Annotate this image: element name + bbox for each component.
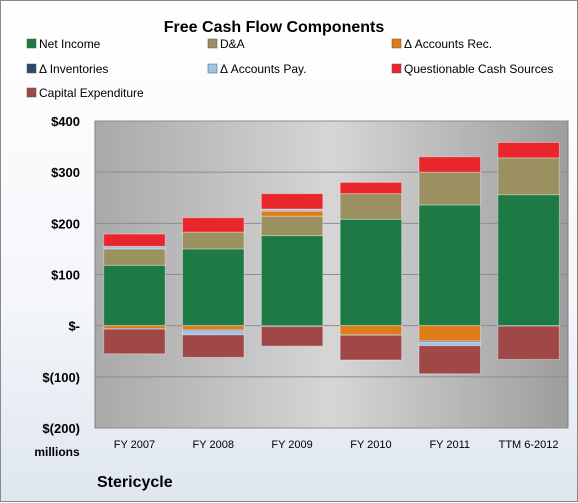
bar-segment-accounts-pay: [418, 341, 481, 347]
bar-segment-capital-expenditure: [339, 334, 403, 361]
legend-label: Questionable Cash Sources: [404, 62, 553, 76]
bars: [103, 141, 560, 375]
legend-swatch: [26, 38, 37, 49]
bar-segment-capital-expenditure: [497, 325, 560, 360]
y-tick-label: $400: [51, 114, 80, 129]
bar-segment-d-a: [418, 171, 481, 206]
bar-segment-net-income: [418, 204, 481, 327]
bar-segment-accounts-rec: [182, 325, 245, 331]
legend-swatch: [207, 38, 218, 49]
chart-title: Free Cash Flow Components: [164, 19, 385, 36]
bar-segment-d-a: [497, 157, 560, 196]
legend-item-accounts-pay: Δ Accounts Pay.: [207, 62, 307, 76]
y-tick-label: $(100): [42, 370, 80, 385]
bar-group-fy-2011: [418, 156, 481, 375]
legend-swatch: [26, 87, 37, 98]
bar-group-fy-2010: [339, 181, 403, 361]
bar-segment-d-a: [260, 215, 324, 237]
bar-segment-questionable-cash-sources: [182, 217, 245, 233]
gridlines: [95, 120, 568, 429]
x-tick-label: FY 2008: [193, 439, 234, 451]
bar-segment-questionable-cash-sources: [103, 233, 166, 247]
bar-segment-accounts-pay: [182, 330, 245, 336]
y-tick-label: $(200): [42, 421, 80, 436]
legend-item-accounts-rec: Δ Accounts Rec.: [391, 37, 492, 51]
bar-segment-d-a: [182, 231, 245, 250]
bar-group-fy-2009: [260, 193, 324, 347]
bar-segment-questionable-cash-sources: [497, 141, 560, 159]
bar-segment-net-income: [182, 248, 245, 327]
bar-segment-net-income: [103, 264, 166, 327]
x-tick-label: FY 2010: [350, 439, 391, 451]
bar-segment-questionable-cash-sources: [339, 181, 403, 195]
y-tick-label: $300: [51, 165, 80, 180]
x-tick-label: FY 2009: [271, 439, 312, 451]
legend-swatch: [391, 38, 402, 49]
legend-item-capital-expenditure: Capital Expenditure: [26, 86, 144, 100]
legend-swatch: [207, 63, 218, 74]
company-name: Stericycle: [97, 474, 173, 491]
bar-segment-questionable-cash-sources: [418, 156, 481, 173]
bar-segment-capital-expenditure: [260, 326, 324, 347]
x-tick-label: FY 2011: [429, 439, 470, 451]
y-axis: $400 $300 $200 $100 $- $(100) $(200): [42, 114, 80, 436]
bar-segment-accounts-rec: [339, 325, 403, 336]
y-tick-label: $100: [51, 268, 80, 283]
bar-segment-net-income: [497, 194, 560, 327]
bar-segment-capital-expenditure: [418, 345, 481, 375]
bar-segment-capital-expenditure: [103, 328, 166, 355]
bar-segment-d-a: [103, 248, 166, 266]
x-tick-label: TTM 6-2012: [499, 439, 559, 451]
unit-label: millions: [34, 445, 80, 459]
legend-label: D&A: [220, 37, 245, 51]
bar-segment-questionable-cash-sources: [260, 193, 324, 210]
x-axis: FY 2007 FY 2008 FY 2009 FY 2010 FY 2011 TTM 6…: [114, 439, 559, 451]
x-tick-label: FY 2007: [114, 439, 155, 451]
legend-label: Capital Expenditure: [39, 86, 144, 100]
legend: Net Income D&A Δ Accounts Rec. Δ Inventorie…: [26, 37, 553, 100]
legend-label: Δ Accounts Pay.: [220, 62, 307, 76]
bar-segment-net-income: [260, 235, 324, 327]
y-tick-label: $-: [68, 319, 80, 334]
bar-group-fy-2008: [182, 217, 245, 358]
legend-label: Δ Inventories: [39, 62, 108, 76]
legend-label: Δ Accounts Rec.: [404, 37, 492, 51]
bar-segment-accounts-rec: [418, 325, 481, 342]
legend-item-inventories: Δ Inventories: [26, 62, 108, 76]
bar-segment-d-a: [339, 193, 403, 220]
bar-group-fy-2007: [103, 233, 166, 355]
legend-item-d-a: D&A: [207, 37, 245, 51]
legend-item-questionable-cash-sources: Questionable Cash Sources: [391, 62, 553, 76]
bar-segment-capital-expenditure: [182, 334, 245, 358]
bar-segment-net-income: [339, 218, 403, 327]
bar-segment-accounts-rec: [260, 210, 324, 217]
bar-group-ttm-6-2012: [497, 141, 560, 360]
legend-label: Net Income: [39, 37, 101, 51]
legend-item-net-income: Net Income: [26, 37, 101, 51]
legend-swatch: [26, 63, 37, 74]
y-tick-label: $200: [51, 216, 80, 231]
legend-swatch: [391, 63, 402, 74]
